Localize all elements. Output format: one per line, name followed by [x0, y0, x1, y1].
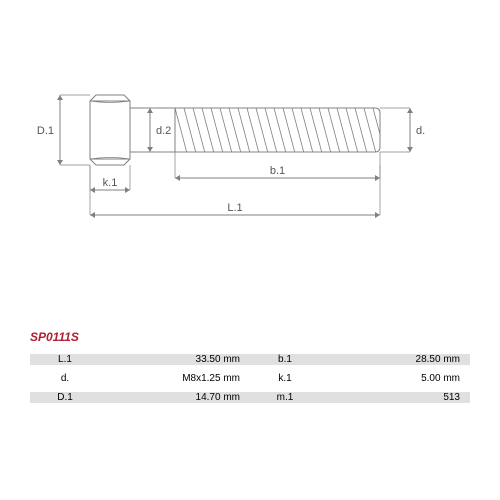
- svg-text:b.1: b.1: [270, 165, 285, 177]
- spec-table: L.133.50 mmb.128.50 mmd.M8x1.25 mmk.15.0…: [30, 350, 470, 407]
- spec-label: m.1: [250, 392, 320, 403]
- spec-value: 14.70 mm: [100, 392, 250, 403]
- spec-label: D.1: [30, 392, 100, 403]
- bolt-diagram: D.1 d.2 d. k.1 b.1 L.1: [30, 60, 470, 260]
- diagram-svg: D.1 d.2 d. k.1 b.1 L.1: [30, 60, 470, 260]
- spec-value: 33.50 mm: [100, 354, 250, 365]
- part-number: SP0111S: [30, 330, 79, 344]
- spec-label: L.1: [30, 354, 100, 365]
- spec-value: 5.00 mm: [320, 373, 470, 384]
- svg-text:d.2: d.2: [156, 125, 171, 137]
- svg-text:k.1: k.1: [103, 177, 118, 189]
- spec-value: M8x1.25 mm: [100, 373, 250, 384]
- table-row: d.M8x1.25 mmk.15.00 mm: [30, 369, 470, 388]
- svg-text:L.1: L.1: [227, 202, 242, 214]
- spec-label: k.1: [250, 373, 320, 384]
- svg-text:D.1: D.1: [37, 125, 54, 137]
- table-row: D.114.70 mmm.1513: [30, 388, 470, 407]
- svg-text:d.: d.: [416, 125, 425, 137]
- spec-label: b.1: [250, 354, 320, 365]
- spec-value: 28.50 mm: [320, 354, 470, 365]
- spec-value: 513: [320, 392, 470, 403]
- spec-label: d.: [30, 373, 100, 384]
- table-row: L.133.50 mmb.128.50 mm: [30, 350, 470, 369]
